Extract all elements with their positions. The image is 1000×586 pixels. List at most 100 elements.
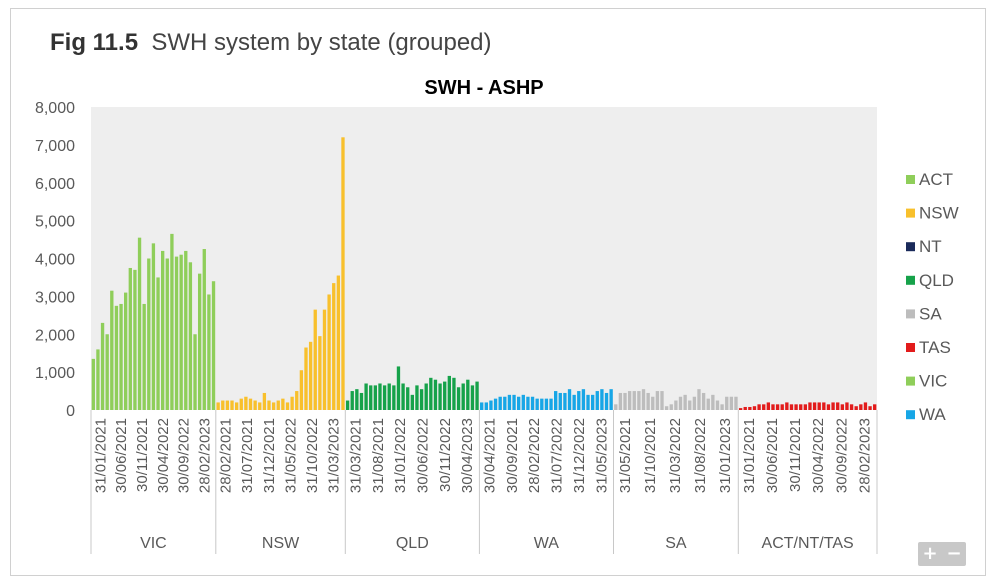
chart-title: SWH - ASHP [424,77,543,99]
bar [863,402,868,410]
bar [382,385,387,410]
x-tick-label: 31/05/2022 [282,418,299,493]
bar [470,385,475,410]
bar [142,303,146,410]
bar [646,392,650,410]
legend-label: NSW [919,204,959,223]
bar [396,366,401,410]
bar [276,400,280,410]
bar [512,394,516,410]
bar [128,267,132,410]
bar [174,256,179,410]
bar [554,391,558,410]
bar [202,249,206,410]
bar [161,250,165,410]
bar [392,385,396,410]
legend-label: ACT [919,170,953,189]
figure-caption: Fig 11.5 SWH system by state (grouped) [50,29,492,57]
bar [826,404,831,410]
x-group-label: SA [665,535,687,552]
zoom-in-button[interactable]: + [922,543,938,564]
bar [535,398,539,410]
bar [484,402,488,410]
bar [688,400,692,410]
bar [762,404,766,410]
bar [822,402,826,410]
x-tick-label: 30/11/2021 [134,418,151,492]
bar [651,396,655,410]
bar [715,400,720,410]
bar [590,394,595,410]
x-group-label: ACT/NT/TAS [762,535,854,552]
bar [794,404,798,410]
bar [443,381,447,410]
x-tick-label: 31/07/2021 [239,418,256,493]
bar [618,392,623,410]
bar [156,277,160,410]
x-tick-label: 31/05/2023 [593,418,610,493]
bar [627,391,632,410]
bar [567,389,572,410]
bar [253,400,257,410]
bar [660,391,664,410]
bar [600,389,604,410]
bar [350,391,354,410]
bar [720,404,724,410]
zoom-out-button[interactable]: − [946,543,962,564]
bar [364,383,368,410]
figure-number: Fig 11.5 [50,29,139,56]
x-tick-label: 30/11/2021 [787,418,804,492]
bar [771,404,775,410]
bar [295,391,299,410]
bar [299,370,304,410]
x-tick-label: 31/08/2022 [692,418,709,493]
bar [452,377,456,410]
bar [258,402,262,410]
bar [558,392,562,410]
bar [849,404,854,410]
bar [387,383,391,410]
x-tick-label: 30/06/2021 [764,418,781,493]
bar [868,406,872,410]
x-tick-label: 31/03/2021 [348,418,365,493]
legend-label: TAS [919,338,951,357]
bar [549,398,553,410]
bar [410,394,414,410]
bar [701,392,706,410]
bar [110,290,114,410]
bar [290,396,294,410]
bar [812,402,817,410]
x-tick-label: 30/09/2022 [176,418,193,493]
bar [327,294,331,410]
bar [785,402,789,410]
x-tick-label: 30/04/2021 [482,418,499,493]
bar [859,404,863,410]
bar [526,396,530,410]
bar [105,334,109,410]
bar [604,392,609,410]
bar [836,402,840,410]
bar [96,349,100,410]
x-tick-label: 31/10/2022 [304,418,321,493]
y-tick-label: 7,000 [35,138,75,155]
bar [239,398,243,410]
x-group-label: NSW [262,535,300,552]
bar [262,392,267,410]
x-tick-label: 30/04/2022 [155,418,172,493]
y-tick-label: 4,000 [35,252,75,269]
x-group-label: WA [534,535,560,552]
bar [114,305,119,410]
bar [845,402,849,410]
bar [632,391,636,410]
bar [873,404,877,410]
bar [447,375,451,410]
bar [530,396,535,410]
bar [817,402,821,410]
bar [369,385,373,410]
bar [803,404,807,410]
bar [211,281,216,410]
x-group-label: VIC [140,535,167,552]
x-tick-label: 30/09/2021 [504,418,521,493]
bar [493,398,498,410]
